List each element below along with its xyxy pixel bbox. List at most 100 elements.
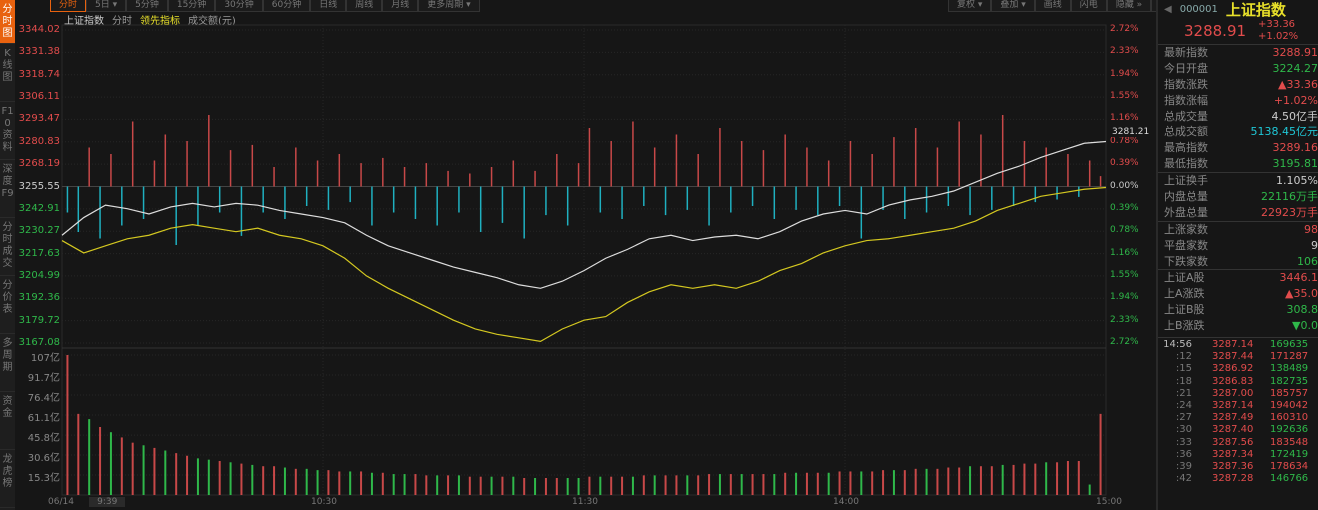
stat-row: 上证B股 308.8 [1158,302,1318,318]
tick-time: :39 [1175,460,1192,472]
tick-row: :15 3286.92 138489 [1158,363,1318,375]
index-line [61,140,1107,289]
tick-price: 3287.34 [1212,448,1254,460]
quote-change: +33.36 [1258,19,1296,30]
tool-button[interactable]: 隐藏 » [1106,0,1152,12]
tool-button[interactable]: 闪电 [1070,0,1107,12]
pct-axis-label: 2.72% [1110,24,1139,34]
stat-label: 上证换手 [1164,174,1208,188]
chart-legend: 上证指数 分时 领先指标 成交额(元) [64,12,236,27]
stat-label: 上证A股 [1164,271,1205,285]
stat-row: 上证换手 1.105% [1158,173,1318,189]
stat-row: 指数涨跌 ▲33.36 [1158,77,1318,93]
pct-axis-label: 2.33% [1110,314,1139,325]
tick-price: 3287.49 [1212,412,1254,424]
sidebar-tab[interactable]: 分时成交 [0,218,15,276]
stat-label: 指数涨跌 [1164,77,1208,91]
sidebar-tab[interactable]: 多周期 [0,334,15,392]
divider [1158,172,1318,174]
sidebar-tab[interactable]: 资金 [0,392,15,450]
period-button[interactable]: 15分钟 [167,0,216,12]
stat-label: 内盘总量 [1164,190,1208,204]
stat-label: 最低指数 [1164,157,1208,171]
stat-label: 总成交额 [1164,125,1208,139]
price-axis-label: 3306.11 [18,91,60,103]
tick-price: 3287.14 [1212,399,1254,411]
price-axis-label: 3318.74 [18,68,60,80]
stat-label: 上涨家数 [1164,222,1208,236]
period-button[interactable]: 分时 [50,0,87,12]
stat-row: 指数涨幅 +1.02% [1158,93,1318,109]
volume-axis-label: 45.8亿 [27,433,60,445]
tool-button[interactable]: 画线 [1034,0,1071,12]
tick-time: :12 [1175,351,1192,363]
stat-label: 最新指数 [1164,46,1208,59]
time-axis-label: 9:39 [89,497,126,507]
period-button[interactable]: 日线 [310,0,347,12]
stat-row: 上B涨跌 ▼0.0 [1158,318,1318,334]
tick-time: :21 [1175,387,1192,399]
sidebar-tab[interactable]: 分价表 [0,276,15,334]
tick-time: :24 [1175,399,1192,411]
legend-amount[interactable]: 成交额(元) [188,16,236,27]
tool-button[interactable]: 复权 ▾ [948,0,992,12]
stat-value: 9 [1311,238,1318,252]
stat-row: 今日开盘 3224.27 [1158,61,1318,77]
tick-volume: 182735 [1270,375,1309,387]
price-axis-label: 3331.38 [18,46,60,58]
time-axis-label: 11:30 [572,497,598,507]
sidebar-tab[interactable]: 分时图 [0,0,15,44]
tick-row: :36 3287.34 172419 [1158,449,1318,461]
stat-row: 上证A股 3446.1 [1158,270,1318,286]
stats-table: 最新指数 3288.91 今日开盘 3224.27 指数涨跌 ▲33.36 指数涨幅 +1.0… [1158,45,1318,334]
price-axis-label: 3179.72 [18,314,60,326]
tick-list[interactable]: 14:56 3287.14 169635:12 3287.44 171287:15 328… [1158,338,1318,485]
tick-price: 3287.00 [1212,387,1254,399]
tick-row: :30 3287.40 192636 [1158,424,1318,436]
period-button[interactable]: 60分钟 [262,0,311,12]
tick-volume: 171287 [1270,351,1309,363]
legend-lead[interactable]: 领先指标 [140,16,180,27]
stat-row: 上A涨跌 ▲35.0 [1158,286,1318,302]
intraday-chart[interactable] [0,0,1156,510]
tick-row: :12 3287.44 171287 [1158,351,1318,363]
pct-axis-label: 1.94% [1110,68,1139,79]
sidebar-tab[interactable]: 深度F9 [0,160,15,218]
period-button[interactable]: 5日 ▾ [86,0,127,12]
stat-row: 下跌家数 106 [1158,254,1318,270]
tick-price: 3286.83 [1212,375,1254,387]
tick-price: 3286.92 [1212,363,1254,375]
stat-label: 总成交量 [1164,109,1208,123]
tick-price: 3287.14 [1212,339,1254,351]
stat-value: 3224.27 [1272,61,1318,75]
period-toolbar: 分时 5日 ▾ 5分钟 15分钟 30分钟 60分钟 日线 周线 月线 更多周期 ▾ [50,0,480,12]
sidebar-tab[interactable]: 龙虎榜 [0,450,15,508]
legend-index[interactable]: 上证指数 [64,16,104,27]
tick-price: 3287.56 [1212,436,1254,448]
pct-axis-label: 0.39% [1110,202,1139,213]
quote-panel: ◀ 000001 上证指数 3288.91 +33.36 +1.02% 最新指数… [1156,0,1318,510]
quote-pct: +1.02% [1258,31,1299,42]
period-button[interactable]: 周线 [346,0,383,12]
legend-mode[interactable]: 分时 [112,16,132,27]
period-button[interactable]: 30分钟 [215,0,263,12]
tick-time: :15 [1175,363,1192,375]
period-button[interactable]: 5分钟 [126,0,168,12]
stat-row: 最高指数 3289.16 [1158,140,1318,156]
tick-volume: 169635 [1270,339,1309,351]
prev-arrow-icon[interactable]: ◀ [1164,3,1172,15]
volume-axis-label: 61.1亿 [27,413,60,425]
tick-volume: 138489 [1270,363,1309,375]
stat-row: 最低指数 3195.81 [1158,156,1318,172]
sidebar-tab[interactable]: K线图 [0,44,15,102]
tool-button[interactable]: 叠加 ▾ [991,0,1035,12]
period-button[interactable]: 更多周期 ▾ [418,0,480,12]
pct-axis-label: 1.16% [1110,113,1139,124]
stat-label: 平盘家数 [1164,238,1208,252]
period-button[interactable]: 月线 [382,0,419,12]
sidebar-tab[interactable]: F10资料 [0,102,15,160]
tick-volume: 160310 [1270,412,1309,424]
quote-price: 3288.91 [1184,22,1247,40]
tick-time: :18 [1175,375,1192,387]
stat-label: 外盘总量 [1164,205,1208,219]
